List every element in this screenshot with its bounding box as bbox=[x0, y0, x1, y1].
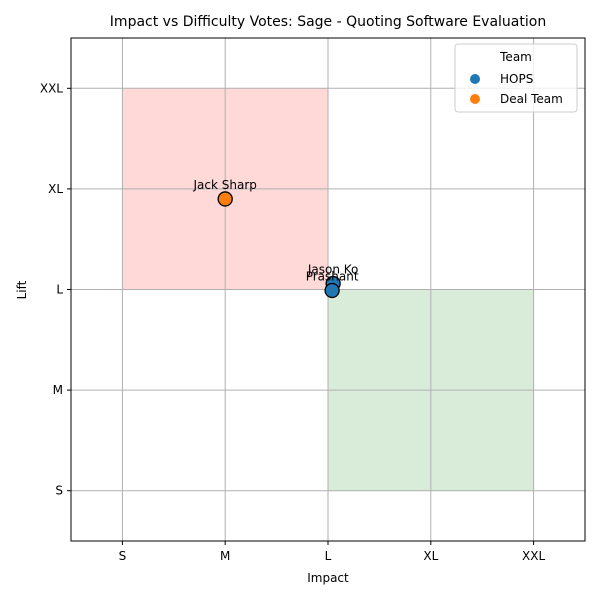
legend-label-deal-team: Deal Team bbox=[500, 92, 563, 106]
x-tick-label: XL bbox=[423, 549, 438, 563]
x-tick-label: L bbox=[325, 549, 332, 563]
points bbox=[217, 191, 341, 299]
legend-title: Team bbox=[499, 50, 532, 64]
x-tick-label: XXL bbox=[522, 549, 545, 563]
data-point bbox=[324, 282, 340, 299]
y-tick-label: L bbox=[56, 283, 63, 297]
y-axis-label: Lift bbox=[15, 280, 29, 299]
legend-label-hops: HOPS bbox=[500, 72, 533, 86]
y-tick-label: S bbox=[55, 484, 63, 498]
legend-box bbox=[454, 43, 578, 113]
y-ticks: S M L XL XXL bbox=[40, 81, 71, 498]
chart-title: Impact vs Difficulty Votes: Sage - Quoti… bbox=[110, 14, 546, 30]
x-tick-label: M bbox=[220, 549, 230, 563]
legend-marker-deal-team bbox=[470, 94, 480, 104]
y-tick-label: XXL bbox=[40, 81, 63, 95]
legend: Team HOPS Deal Team bbox=[454, 43, 578, 113]
x-axis-label: Impact bbox=[307, 571, 349, 585]
x-tick-label: S bbox=[119, 549, 127, 563]
x-ticks: S M L XL XXL bbox=[119, 541, 545, 563]
point-label: Jason Ko bbox=[307, 262, 359, 276]
data-point bbox=[217, 191, 233, 207]
legend-marker-hops bbox=[470, 74, 480, 84]
y-tick-label: M bbox=[53, 383, 63, 397]
point-label: Prashant bbox=[306, 270, 359, 284]
y-tick-label: XL bbox=[48, 182, 63, 196]
point-label: Jack Sharp bbox=[193, 178, 257, 192]
